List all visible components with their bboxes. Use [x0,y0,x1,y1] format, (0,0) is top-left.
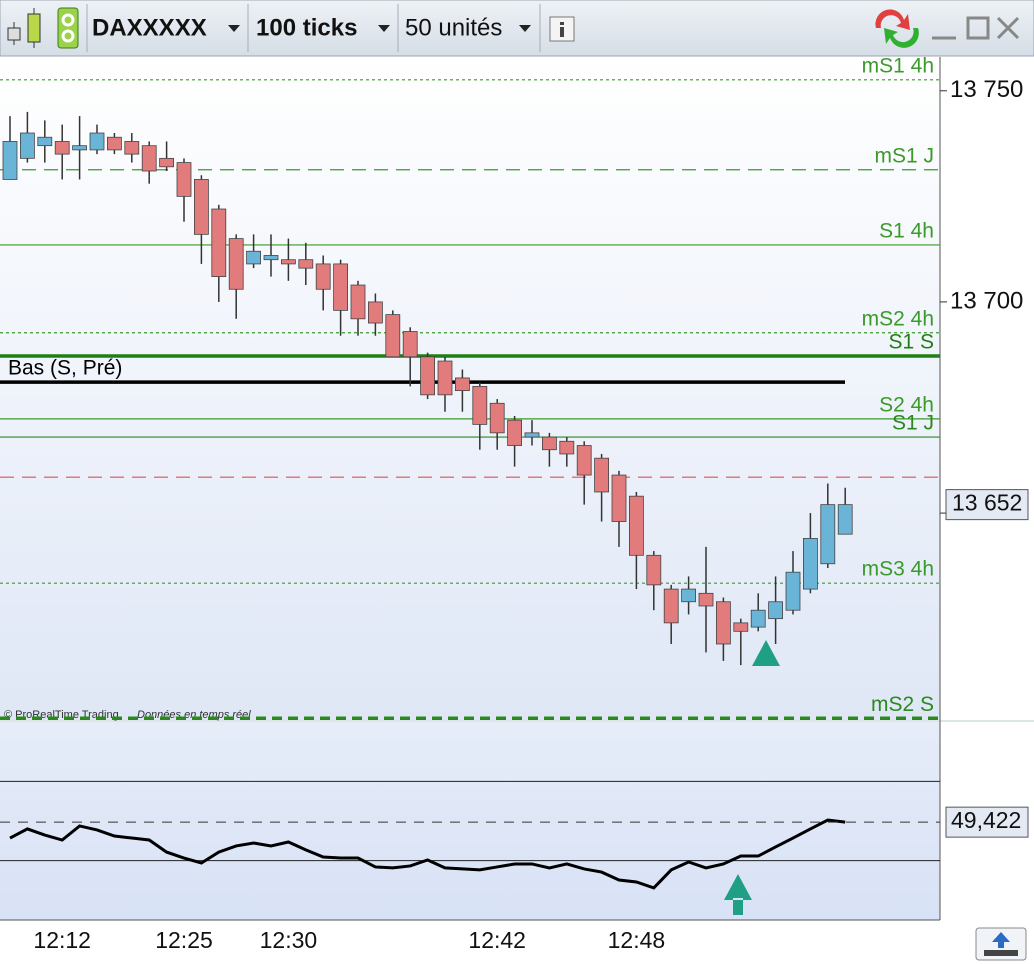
candle-body [211,208,227,277]
candle-body [472,385,488,425]
candle-body [2,141,18,180]
candle-body [298,259,314,269]
candle-body [124,141,140,155]
candle-body [454,377,470,392]
x-tick-label: 12:25 [155,927,213,953]
last-value-label: 49,422 [951,807,1021,833]
candle-body [141,145,157,172]
signal-arrow [752,640,780,666]
toolbar [0,0,1034,57]
x-tick-label: 12:30 [260,927,318,953]
candle-body [542,436,557,451]
candle-body [228,238,244,290]
candle-body [159,157,175,168]
candle-body [750,609,766,628]
candle-body [402,331,418,358]
candle-body [820,504,836,565]
last-price-label: 13 652 [952,490,1022,516]
candle-body [176,162,192,197]
candle-body [385,314,401,358]
candle-body [37,136,53,147]
candle-body [72,145,87,151]
candle-body [733,622,749,632]
last-price-box [945,489,1029,521]
candle-body [437,360,453,396]
x-tick-label: 12:12 [33,927,91,953]
candle-body [681,588,696,603]
level-label: Bas (S, Pré) [8,357,122,380]
level-label: S1 J [892,412,934,435]
y-tick-label: 13 750 [950,76,1023,103]
level-label: S1 4h [879,219,934,242]
candle-body [559,440,575,455]
level-label: mS1 4h [862,54,934,77]
candle-body [837,504,853,535]
candle-body [246,250,262,265]
candle-body [646,554,662,586]
candle-body [611,474,627,522]
level-label: mS2 4h [862,307,934,330]
instrument[interactable]: DAXXXXX [92,14,207,41]
link-icon[interactable] [57,7,79,49]
candle-body [489,402,505,434]
oscillator-panel [0,722,940,920]
y-tick-label: 13 700 [950,287,1023,314]
units-selector[interactable]: 50 unités [405,14,502,41]
oscillator-line [9,818,846,890]
candle-body [315,263,331,290]
signal-arrow [724,874,752,915]
refresh-button[interactable] [875,9,919,48]
candle-body [663,588,679,624]
candle-body [89,132,105,151]
price-panel [0,57,940,720]
candle-body [193,179,209,235]
level-label: S1 S [888,331,934,354]
candle-body [507,419,523,446]
candle-icon[interactable] [7,8,41,48]
candle-body [698,592,714,607]
candle-body [716,601,731,645]
window-buttons[interactable] [932,16,1020,40]
candle-body [420,356,436,396]
candle-body [19,132,35,159]
candle-body [803,538,818,590]
last-value-box [945,806,1029,838]
candle-body [107,136,122,151]
candle-body [576,445,592,476]
x-tick-label: 12:42 [468,927,526,953]
level-label: S2 4h [879,393,934,416]
scroll-button[interactable] [975,927,1027,961]
candle-body [594,457,609,493]
level-label: mS1 J [874,144,934,167]
candle-body [263,255,279,261]
candle-body [629,495,644,556]
candle-body [54,141,70,155]
info-button[interactable] [549,16,575,42]
ticks-selector[interactable]: 100 ticks [256,14,357,41]
candle-body [524,432,540,438]
candle-body [785,571,801,611]
candle-body [333,263,349,311]
candle-body [367,301,383,324]
x-tick-label: 12:48 [608,927,666,953]
level-label: mS3 4h [862,558,934,581]
candle-body [768,601,783,620]
candle-body [350,284,366,320]
level-label: mS2 S [871,693,934,716]
candle-body [280,259,296,265]
